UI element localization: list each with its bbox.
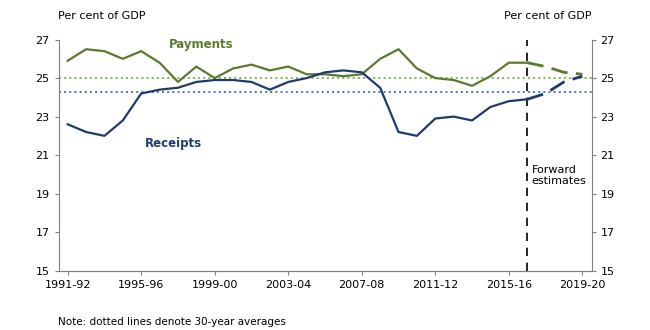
Text: Note: dotted lines denote 30-year averages: Note: dotted lines denote 30-year averag… <box>58 317 287 327</box>
Text: Receipts: Receipts <box>145 137 202 150</box>
Text: Payments: Payments <box>169 38 233 51</box>
Text: Forward
estimates: Forward estimates <box>532 165 587 186</box>
Text: Per cent of GDP: Per cent of GDP <box>504 11 592 21</box>
Text: Per cent of GDP: Per cent of GDP <box>58 11 146 21</box>
